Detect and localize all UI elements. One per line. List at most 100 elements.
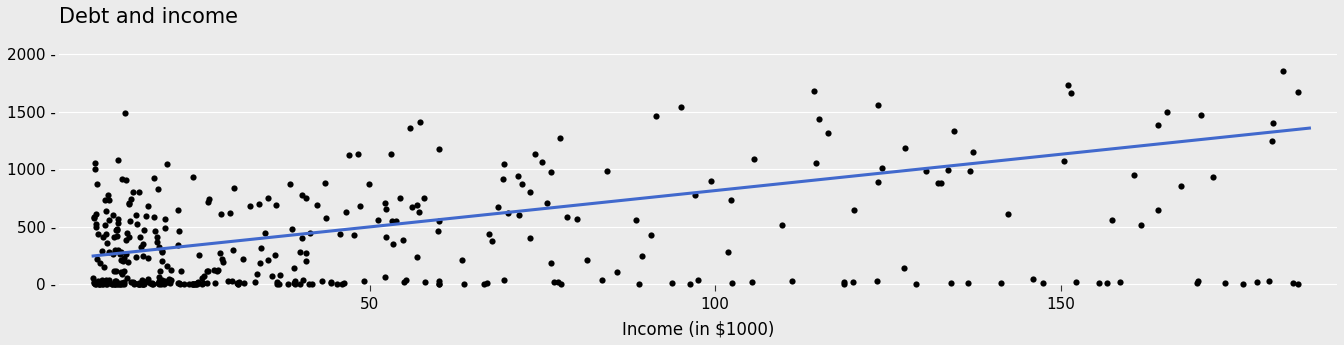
Point (98, 250, 120, 255)
Point (258, 195, 280, 200)
Point (85, 211, 106, 217)
Point (85, 222, 106, 227)
Point (211, 211, 233, 217)
Point (103, 281, 125, 286)
Point (392, 237, 414, 243)
Point (117, 260, 138, 265)
Point (168, 280, 190, 286)
Point (316, 215, 337, 220)
Point (95, 278, 117, 284)
Point (169, 282, 191, 287)
Point (114, 111, 136, 116)
Point (148, 274, 169, 280)
Point (132, 282, 153, 287)
Point (192, 276, 214, 281)
Point (133, 228, 155, 233)
Point (239, 203, 261, 209)
Point (313, 180, 335, 186)
Point (1215, 280, 1236, 286)
Point (85, 160, 106, 166)
Point (414, 195, 435, 200)
Point (185, 282, 207, 287)
Point (94, 222, 116, 227)
Point (1097, 280, 1118, 285)
Point (101, 282, 122, 287)
Point (187, 281, 208, 286)
Point (1203, 174, 1224, 180)
Point (146, 186, 168, 191)
Point (629, 281, 650, 287)
Point (168, 208, 190, 213)
Point (85, 280, 106, 285)
Point (871, 165, 892, 171)
Point (930, 180, 952, 186)
Point (94, 264, 116, 269)
Point (246, 271, 267, 277)
Point (87, 279, 109, 284)
Point (700, 178, 722, 184)
Point (129, 282, 151, 287)
Point (250, 261, 271, 266)
Point (94, 280, 116, 285)
Point (109, 252, 130, 257)
Point (337, 152, 359, 157)
Point (152, 279, 173, 285)
Point (266, 282, 288, 287)
Point (245, 280, 266, 285)
Point (632, 254, 653, 259)
Point (223, 185, 245, 191)
Point (1060, 90, 1082, 96)
Point (105, 280, 126, 286)
Point (290, 192, 312, 198)
Point (258, 257, 280, 263)
Point (117, 230, 138, 236)
Point (110, 280, 132, 286)
Point (196, 280, 218, 286)
Point (333, 280, 355, 286)
Point (124, 280, 145, 286)
Point (101, 282, 122, 287)
Point (645, 113, 667, 118)
Point (284, 280, 305, 286)
Point (109, 282, 130, 287)
Point (95, 209, 117, 214)
Point (591, 278, 613, 283)
Point (151, 249, 172, 254)
Point (95, 281, 117, 287)
Point (1288, 89, 1309, 94)
Point (149, 278, 171, 284)
Point (374, 200, 395, 206)
Point (375, 206, 396, 212)
Point (894, 265, 915, 270)
Point (1261, 138, 1282, 144)
Point (122, 282, 144, 287)
Point (540, 260, 562, 266)
Point (547, 279, 569, 285)
Point (91, 278, 113, 284)
Point (269, 272, 290, 278)
Point (120, 196, 141, 202)
Point (473, 281, 495, 286)
Point (1052, 158, 1074, 164)
Point (716, 249, 738, 254)
Point (108, 217, 129, 222)
Point (804, 88, 825, 93)
Point (380, 152, 402, 157)
Point (98, 217, 120, 223)
Point (86, 225, 108, 230)
Point (1262, 120, 1284, 126)
Point (524, 151, 546, 157)
Point (148, 245, 169, 250)
Point (132, 253, 153, 259)
Point (136, 213, 157, 219)
Point (292, 235, 313, 241)
Point (211, 257, 233, 262)
Point (1171, 184, 1192, 189)
Point (155, 280, 176, 285)
Point (128, 282, 149, 287)
Point (1232, 281, 1254, 286)
Point (83, 215, 105, 220)
Point (809, 116, 831, 122)
Point (261, 273, 282, 278)
Point (1023, 276, 1044, 282)
